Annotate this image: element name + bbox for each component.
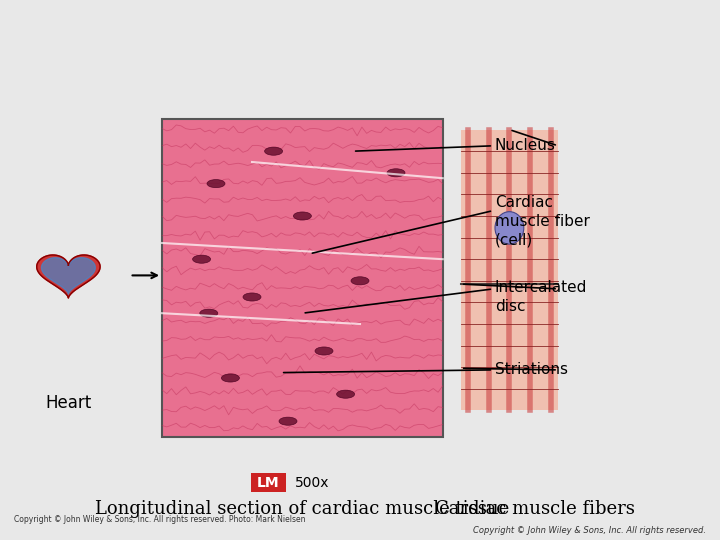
Ellipse shape (315, 347, 333, 355)
Ellipse shape (207, 179, 225, 187)
Ellipse shape (193, 255, 211, 263)
Text: Cardiac muscle fibers: Cardiac muscle fibers (435, 500, 634, 517)
Text: Copyright © John Wiley & Sons, Inc. All rights reserved.: Copyright © John Wiley & Sons, Inc. All … (472, 525, 706, 535)
Text: Cardiac
muscle fiber
(cell): Cardiac muscle fiber (cell) (495, 195, 590, 247)
Text: Intercalated
disc: Intercalated disc (495, 280, 587, 314)
Ellipse shape (495, 212, 524, 244)
Polygon shape (37, 255, 100, 298)
Text: 500x: 500x (295, 476, 330, 490)
Bar (14, 200, 126, 378)
Bar (461, 130, 558, 410)
Ellipse shape (265, 147, 283, 156)
Ellipse shape (279, 417, 297, 426)
Bar (162, 119, 443, 437)
Ellipse shape (336, 390, 354, 399)
Ellipse shape (243, 293, 261, 301)
Ellipse shape (387, 168, 405, 177)
FancyBboxPatch shape (251, 473, 286, 492)
Text: Heart: Heart (45, 394, 91, 412)
Ellipse shape (351, 276, 369, 285)
Text: Longitudinal section of cardiac muscle tissue: Longitudinal section of cardiac muscle t… (95, 500, 510, 517)
Text: LM: LM (257, 476, 279, 490)
Text: Nucleus: Nucleus (495, 138, 556, 153)
Polygon shape (42, 258, 95, 294)
Ellipse shape (199, 309, 217, 318)
Ellipse shape (222, 374, 239, 382)
Text: Copyright © John Wiley & Sons, Inc. All rights reserved. Photo: Mark Nielsen: Copyright © John Wiley & Sons, Inc. All … (14, 515, 306, 524)
Ellipse shape (294, 212, 311, 220)
Text: Striations: Striations (495, 362, 567, 377)
